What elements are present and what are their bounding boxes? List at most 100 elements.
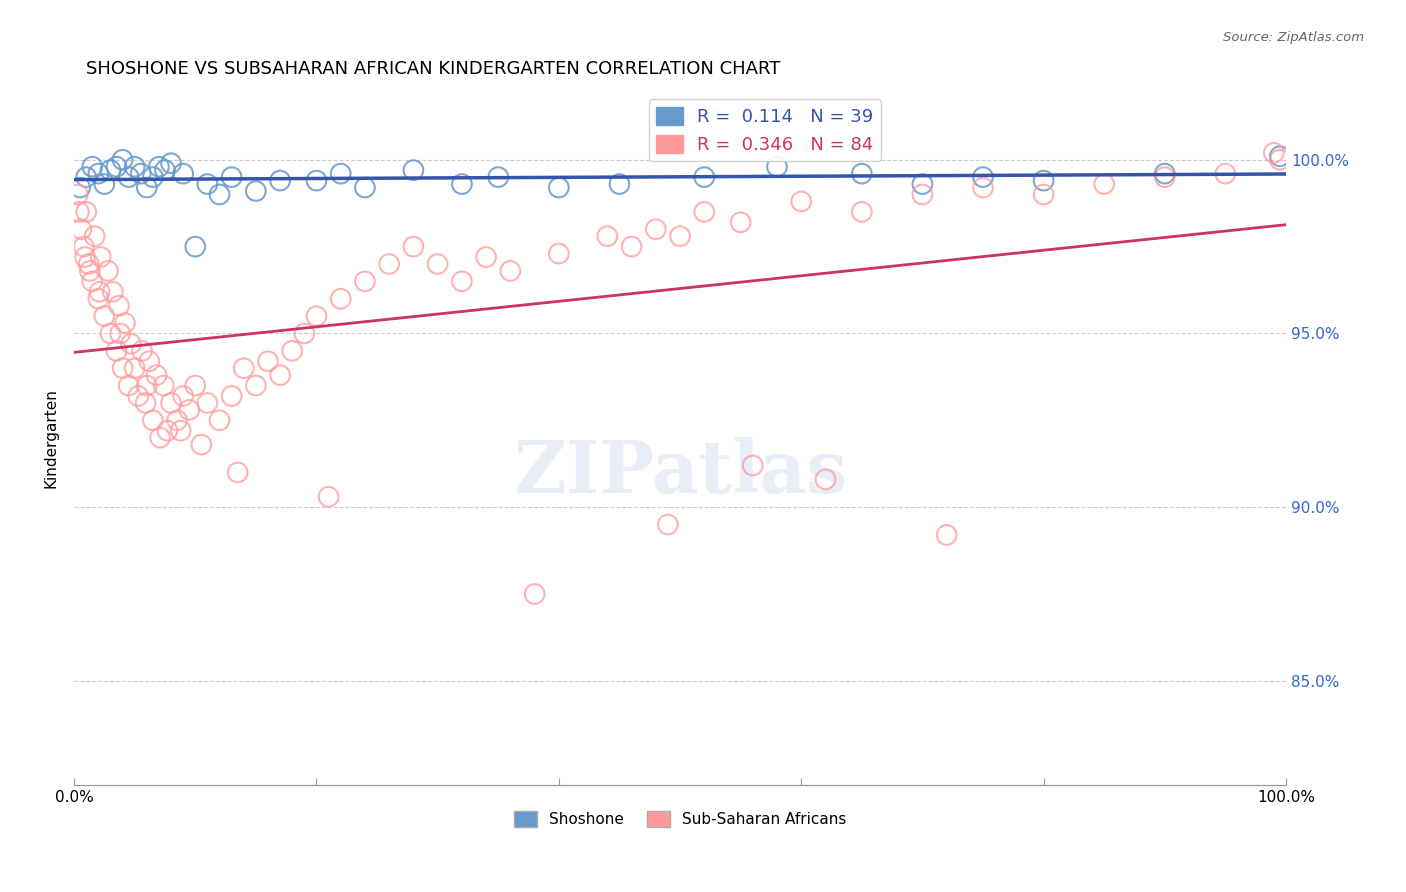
Point [851,167,873,181]
Point [87,292,110,306]
Point [179,403,201,417]
Point [111,153,134,167]
Point [318,490,340,504]
Point [87,167,110,181]
Point [226,466,249,480]
Point [221,389,243,403]
Point [232,361,254,376]
Point [730,215,752,229]
Point [127,389,149,403]
Point [153,163,176,178]
Point [1092,177,1115,191]
Point [73,250,96,264]
Point [402,239,425,253]
Text: Source: ZipAtlas.com: Source: ZipAtlas.com [1223,31,1364,45]
Point [89,285,111,299]
Point [221,170,243,185]
Point [75,170,97,185]
Point [124,361,146,376]
Point [105,160,128,174]
Point [281,343,304,358]
Point [152,378,174,392]
Point [426,257,449,271]
Point [117,170,139,185]
Point [75,205,97,219]
Point [766,160,789,174]
Point [117,378,139,392]
Point [693,170,716,185]
Point [451,177,474,191]
Point [131,343,153,358]
Point [620,239,643,253]
Point [1268,149,1291,163]
Point [741,458,763,473]
Point [523,587,546,601]
Point [170,424,193,438]
Point [269,173,291,187]
Point [149,431,172,445]
Point [911,177,934,191]
Point [1032,187,1054,202]
Point [1032,173,1054,187]
Point [693,205,716,219]
Point [790,194,813,209]
Point [108,299,131,313]
Point [184,239,207,253]
Point [499,264,522,278]
Point [657,517,679,532]
Point [160,396,183,410]
Point [644,222,666,236]
Point [135,378,157,392]
Point [124,160,146,174]
Point [108,326,131,341]
Point [184,378,207,392]
Text: ZIPatlas: ZIPatlas [513,437,846,508]
Point [83,229,105,244]
Point [82,274,104,288]
Point [197,177,219,191]
Point [814,472,837,486]
Point [354,274,377,288]
Text: SHOSHONE VS SUBSAHARAN AFRICAN KINDERGARTEN CORRELATION CHART: SHOSHONE VS SUBSAHARAN AFRICAN KINDERGAR… [86,60,780,78]
Legend: Shoshone, Sub-Saharan Africans: Shoshone, Sub-Saharan Africans [508,805,852,833]
Point [486,170,509,185]
Point [70,222,93,236]
Point [1263,145,1285,160]
Point [1153,167,1175,181]
Point [82,160,104,174]
Point [77,257,100,271]
Point [79,264,101,278]
Point [269,368,291,383]
Point [135,396,157,410]
Point [142,170,165,185]
Point [972,180,994,194]
Point [66,187,89,202]
Point [402,163,425,178]
Y-axis label: Kindergarten: Kindergarten [44,388,58,488]
Point [156,424,179,438]
Point [166,413,188,427]
Point [160,156,183,170]
Point [305,309,328,323]
Point [100,326,122,341]
Point [111,361,134,376]
Point [93,177,115,191]
Point [142,413,165,427]
Point [208,413,231,427]
Point [208,187,231,202]
Point [1153,170,1175,185]
Point [329,167,352,181]
Point [120,337,142,351]
Point [90,250,112,264]
Point [114,316,136,330]
Point [596,229,619,244]
Point [1268,153,1291,167]
Point [129,167,152,181]
Point [292,326,315,341]
Point [172,389,194,403]
Point [354,180,377,194]
Point [135,180,157,194]
Point [972,170,994,185]
Point [305,173,328,187]
Point [97,264,120,278]
